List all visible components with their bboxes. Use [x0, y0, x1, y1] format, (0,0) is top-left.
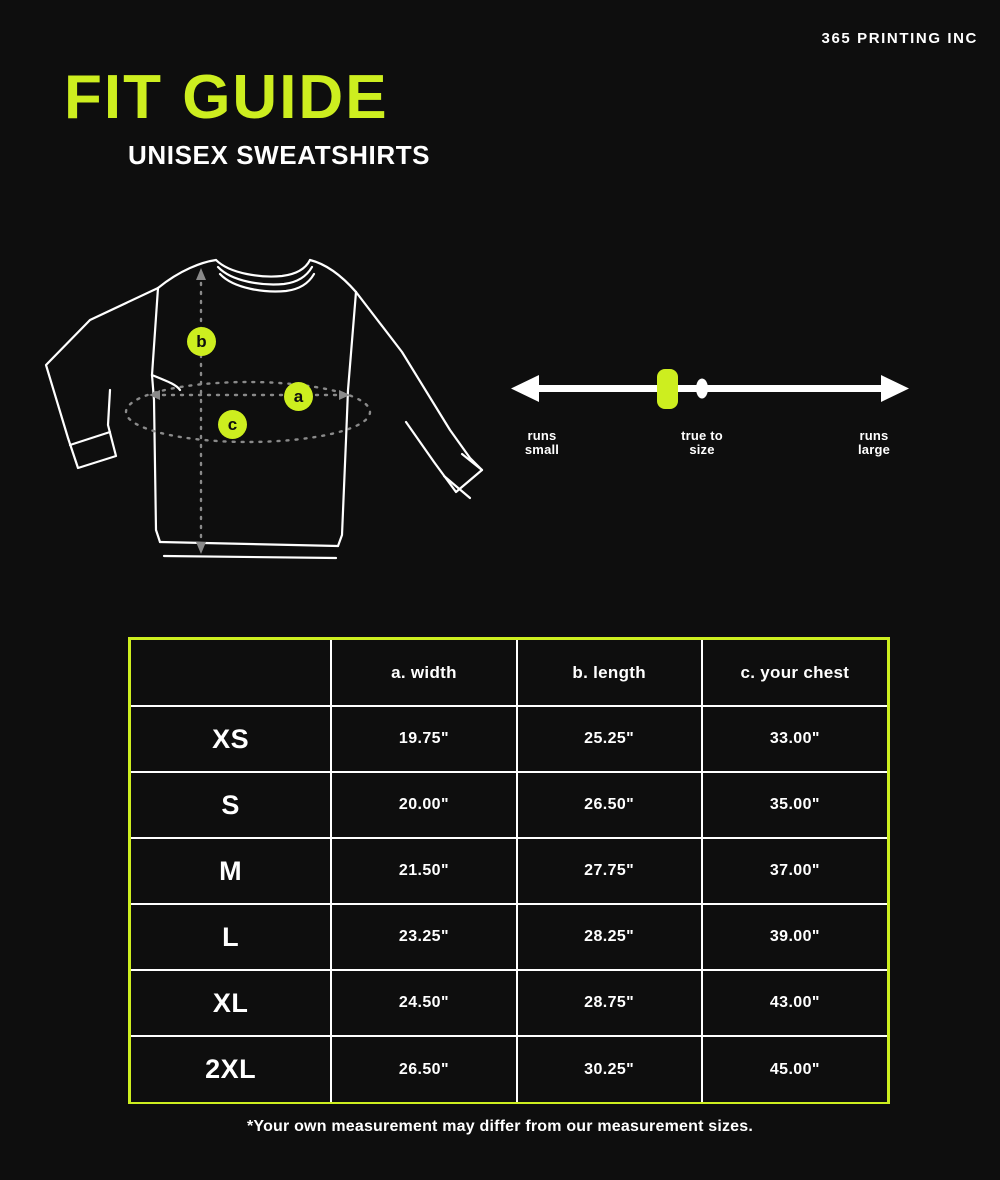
table-row: S 20.00" 26.50" 35.00" — [131, 771, 887, 839]
cell-width: 26.50" — [330, 1035, 518, 1102]
size-table-body: XS 19.75" 25.25" 33.00" S 20.00" 26.50" … — [131, 705, 887, 1102]
cell-width: 20.00" — [330, 771, 518, 839]
cell-length: 30.25" — [515, 1035, 703, 1102]
cell-size: 2XL — [131, 1035, 333, 1102]
cell-length: 28.25" — [515, 903, 703, 971]
cell-size: M — [131, 837, 333, 905]
marker-c: c — [218, 410, 247, 439]
table-row: XL 24.50" 28.75" 43.00" — [131, 969, 887, 1037]
table-row: XS 19.75" 25.25" 33.00" — [131, 705, 887, 773]
table-row: L 23.25" 28.25" 39.00" — [131, 903, 887, 971]
cell-size: L — [131, 903, 333, 971]
page-subtitle: UNISEX SWEATSHIRTS — [128, 140, 431, 170]
scale-label-runs-large: runs large — [857, 428, 891, 457]
cell-size: XS — [131, 705, 333, 773]
cell-chest: 35.00" — [700, 771, 887, 839]
arrow-right-icon — [881, 375, 909, 402]
arrow-left-icon — [511, 375, 539, 402]
measurement-disclaimer: *Your own measurement may differ from ou… — [246, 1118, 754, 1135]
column-header-chest: c. your chest — [700, 640, 887, 707]
table-row: 2XL 26.50" 30.25" 45.00" — [131, 1035, 887, 1102]
cell-width: 23.25" — [330, 903, 518, 971]
fit-scale-labels: runs small true to size runs large — [505, 425, 915, 471]
cell-chest: 43.00" — [700, 969, 887, 1037]
marker-b: b — [187, 327, 216, 356]
fit-scale: runs small true to size runs large — [505, 365, 915, 475]
brand-name: 365 PRINTING INC — [821, 30, 978, 47]
cell-chest: 39.00" — [700, 903, 887, 971]
cell-width: 21.50" — [330, 837, 518, 905]
cell-chest: 37.00" — [700, 837, 887, 905]
cell-chest: 33.00" — [700, 705, 887, 773]
cell-length: 27.75" — [515, 837, 703, 905]
guide-chest-ellipse — [124, 380, 372, 444]
column-header-width: a. width — [330, 640, 518, 707]
cell-chest: 45.00" — [700, 1035, 887, 1102]
cell-length: 25.25" — [515, 705, 703, 773]
cell-length: 26.50" — [515, 771, 703, 839]
cell-size: XL — [131, 969, 333, 1037]
column-header-length: b. length — [515, 640, 703, 707]
cell-length: 28.75" — [515, 969, 703, 1037]
sweatshirt-illustration — [30, 240, 500, 580]
column-header-size — [131, 640, 333, 707]
table-row: M 21.50" 27.75" 37.00" — [131, 837, 887, 905]
scale-label-runs-small: runs small — [524, 428, 560, 457]
scale-marker — [657, 369, 678, 409]
cell-size: S — [131, 771, 333, 839]
cell-width: 19.75" — [330, 705, 518, 773]
scale-label-true-to-size: true to size — [681, 428, 723, 457]
cell-width: 24.50" — [330, 969, 518, 1037]
scale-axis — [533, 385, 887, 392]
scale-center-dot — [696, 378, 708, 399]
size-chart: a. width b. length c. your chest XS 19.7… — [128, 637, 890, 1104]
page-title: FIT GUIDE — [64, 63, 389, 132]
table-header-row: a. width b. length c. your chest — [131, 640, 887, 707]
marker-a: a — [284, 382, 313, 411]
size-table: a. width b. length c. your chest XS 19.7… — [131, 640, 887, 1102]
